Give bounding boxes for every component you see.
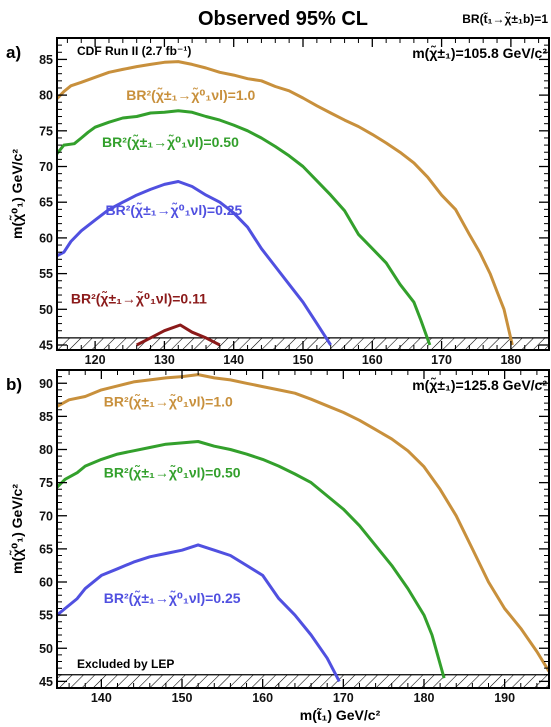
limit-curve-br-1-0 — [57, 60, 514, 346]
x-tick-label: 170 — [333, 691, 354, 705]
y-tick-label: 65 — [39, 542, 53, 556]
y-tick-label: 70 — [39, 160, 53, 174]
br-stop-label: BR(t̃₁→χ̃±₁b)=1 — [462, 11, 548, 26]
limit-curve-br-0-50 — [57, 109, 432, 346]
x-tick-label: 150 — [172, 691, 193, 705]
x-axis-label: m(t̃₁) GeV/c² — [300, 707, 381, 723]
curve-label-br-0-25: BR²(χ̃±₁→χ̃⁰₁νl)=0.25 — [104, 589, 241, 606]
x-tick-label: 140 — [91, 691, 112, 705]
x-tick-label: 150 — [293, 353, 314, 367]
y-tick-label: 50 — [39, 303, 53, 317]
figure-title: Observed 95% CL — [198, 8, 368, 30]
limit-curve-br-0-11 — [136, 323, 221, 347]
y-tick-label: 45 — [39, 675, 53, 689]
y-tick-label: 45 — [39, 339, 53, 353]
y-tick-label: 75 — [39, 124, 53, 138]
x-tick-label: 170 — [431, 353, 452, 367]
x-tick-label: 180 — [500, 353, 521, 367]
limit-curve-br-0-25 — [57, 543, 341, 683]
curve-label-br-0-50: BR²(χ̃±₁→χ̃⁰₁νl)=0.50 — [104, 463, 241, 480]
y-tick-label: 85 — [39, 53, 53, 67]
x-tick-label: 130 — [154, 353, 175, 367]
panel-label: b) — [6, 375, 22, 394]
y-tick-label: 70 — [39, 509, 53, 523]
limit-curve-br-0-50 — [57, 440, 446, 679]
y-tick-label: 60 — [39, 231, 53, 245]
panel-b: BR²(χ̃±₁→χ̃⁰₁νl)=1.0 BR²(χ̃±₁→χ̃⁰₁νl)=0.5… — [6, 369, 550, 723]
lep-excluded-label: Excluded by LEP — [77, 657, 174, 671]
x-tick-label: 120 — [85, 353, 106, 367]
plot-frame — [56, 369, 550, 689]
x-tick-label: 140 — [223, 353, 244, 367]
y-tick-label: 65 — [39, 196, 53, 210]
y-tick-label: 80 — [39, 89, 53, 103]
x-tick-label: 190 — [494, 691, 515, 705]
curve-label-br-1-0: BR²(χ̃±₁→χ̃⁰₁νl)=1.0 — [126, 86, 255, 103]
limit-curve-br-0-25 — [57, 180, 332, 346]
curve-label-br-1-0: BR²(χ̃±₁→χ̃⁰₁νl)=1.0 — [104, 392, 233, 409]
x-tick-label: 160 — [362, 353, 383, 367]
x-tick-label: 160 — [252, 691, 273, 705]
y-tick-label: 60 — [39, 576, 53, 590]
limit-curve-br-1-0 — [57, 373, 549, 673]
y-axis-label: m(χ̃⁰₁) GeV/c² — [8, 484, 25, 574]
y-tick-label: 55 — [39, 267, 53, 281]
y-tick-label: 55 — [39, 609, 53, 623]
chargino-mass-label: m(χ̃±₁)=105.8 GeV/c² — [412, 44, 547, 61]
curve-label-br-0-11: BR²(χ̃±₁→χ̃⁰₁νl)=0.11 — [71, 290, 207, 307]
curve-label-br-0-25: BR²(χ̃±₁→χ̃⁰₁νl)=0.25 — [106, 201, 243, 218]
y-tick-label: 90 — [39, 377, 53, 391]
y-axis-label: m(χ̃⁰₁) GeV/c² — [8, 149, 25, 239]
curve-label-br-0-50: BR²(χ̃±₁→χ̃⁰₁νl)=0.50 — [102, 133, 239, 150]
experiment-label: CDF Run II (2.7 fb⁻¹) — [77, 44, 191, 58]
y-tick-label: 85 — [39, 410, 53, 424]
x-tick-label: 180 — [414, 691, 435, 705]
panel-label: a) — [6, 43, 21, 62]
y-tick-label: 75 — [39, 476, 53, 490]
y-tick-label: 50 — [39, 642, 53, 656]
lep-excluded-hatch — [57, 674, 549, 688]
chargino-mass-label: m(χ̃±₁)=125.8 GeV/c² — [412, 376, 547, 393]
y-tick-label: 80 — [39, 443, 53, 457]
panel-a: BR²(χ̃±₁→χ̃⁰₁νl)=1.0 BR²(χ̃±₁→χ̃⁰₁νl)=0.5… — [6, 37, 550, 367]
